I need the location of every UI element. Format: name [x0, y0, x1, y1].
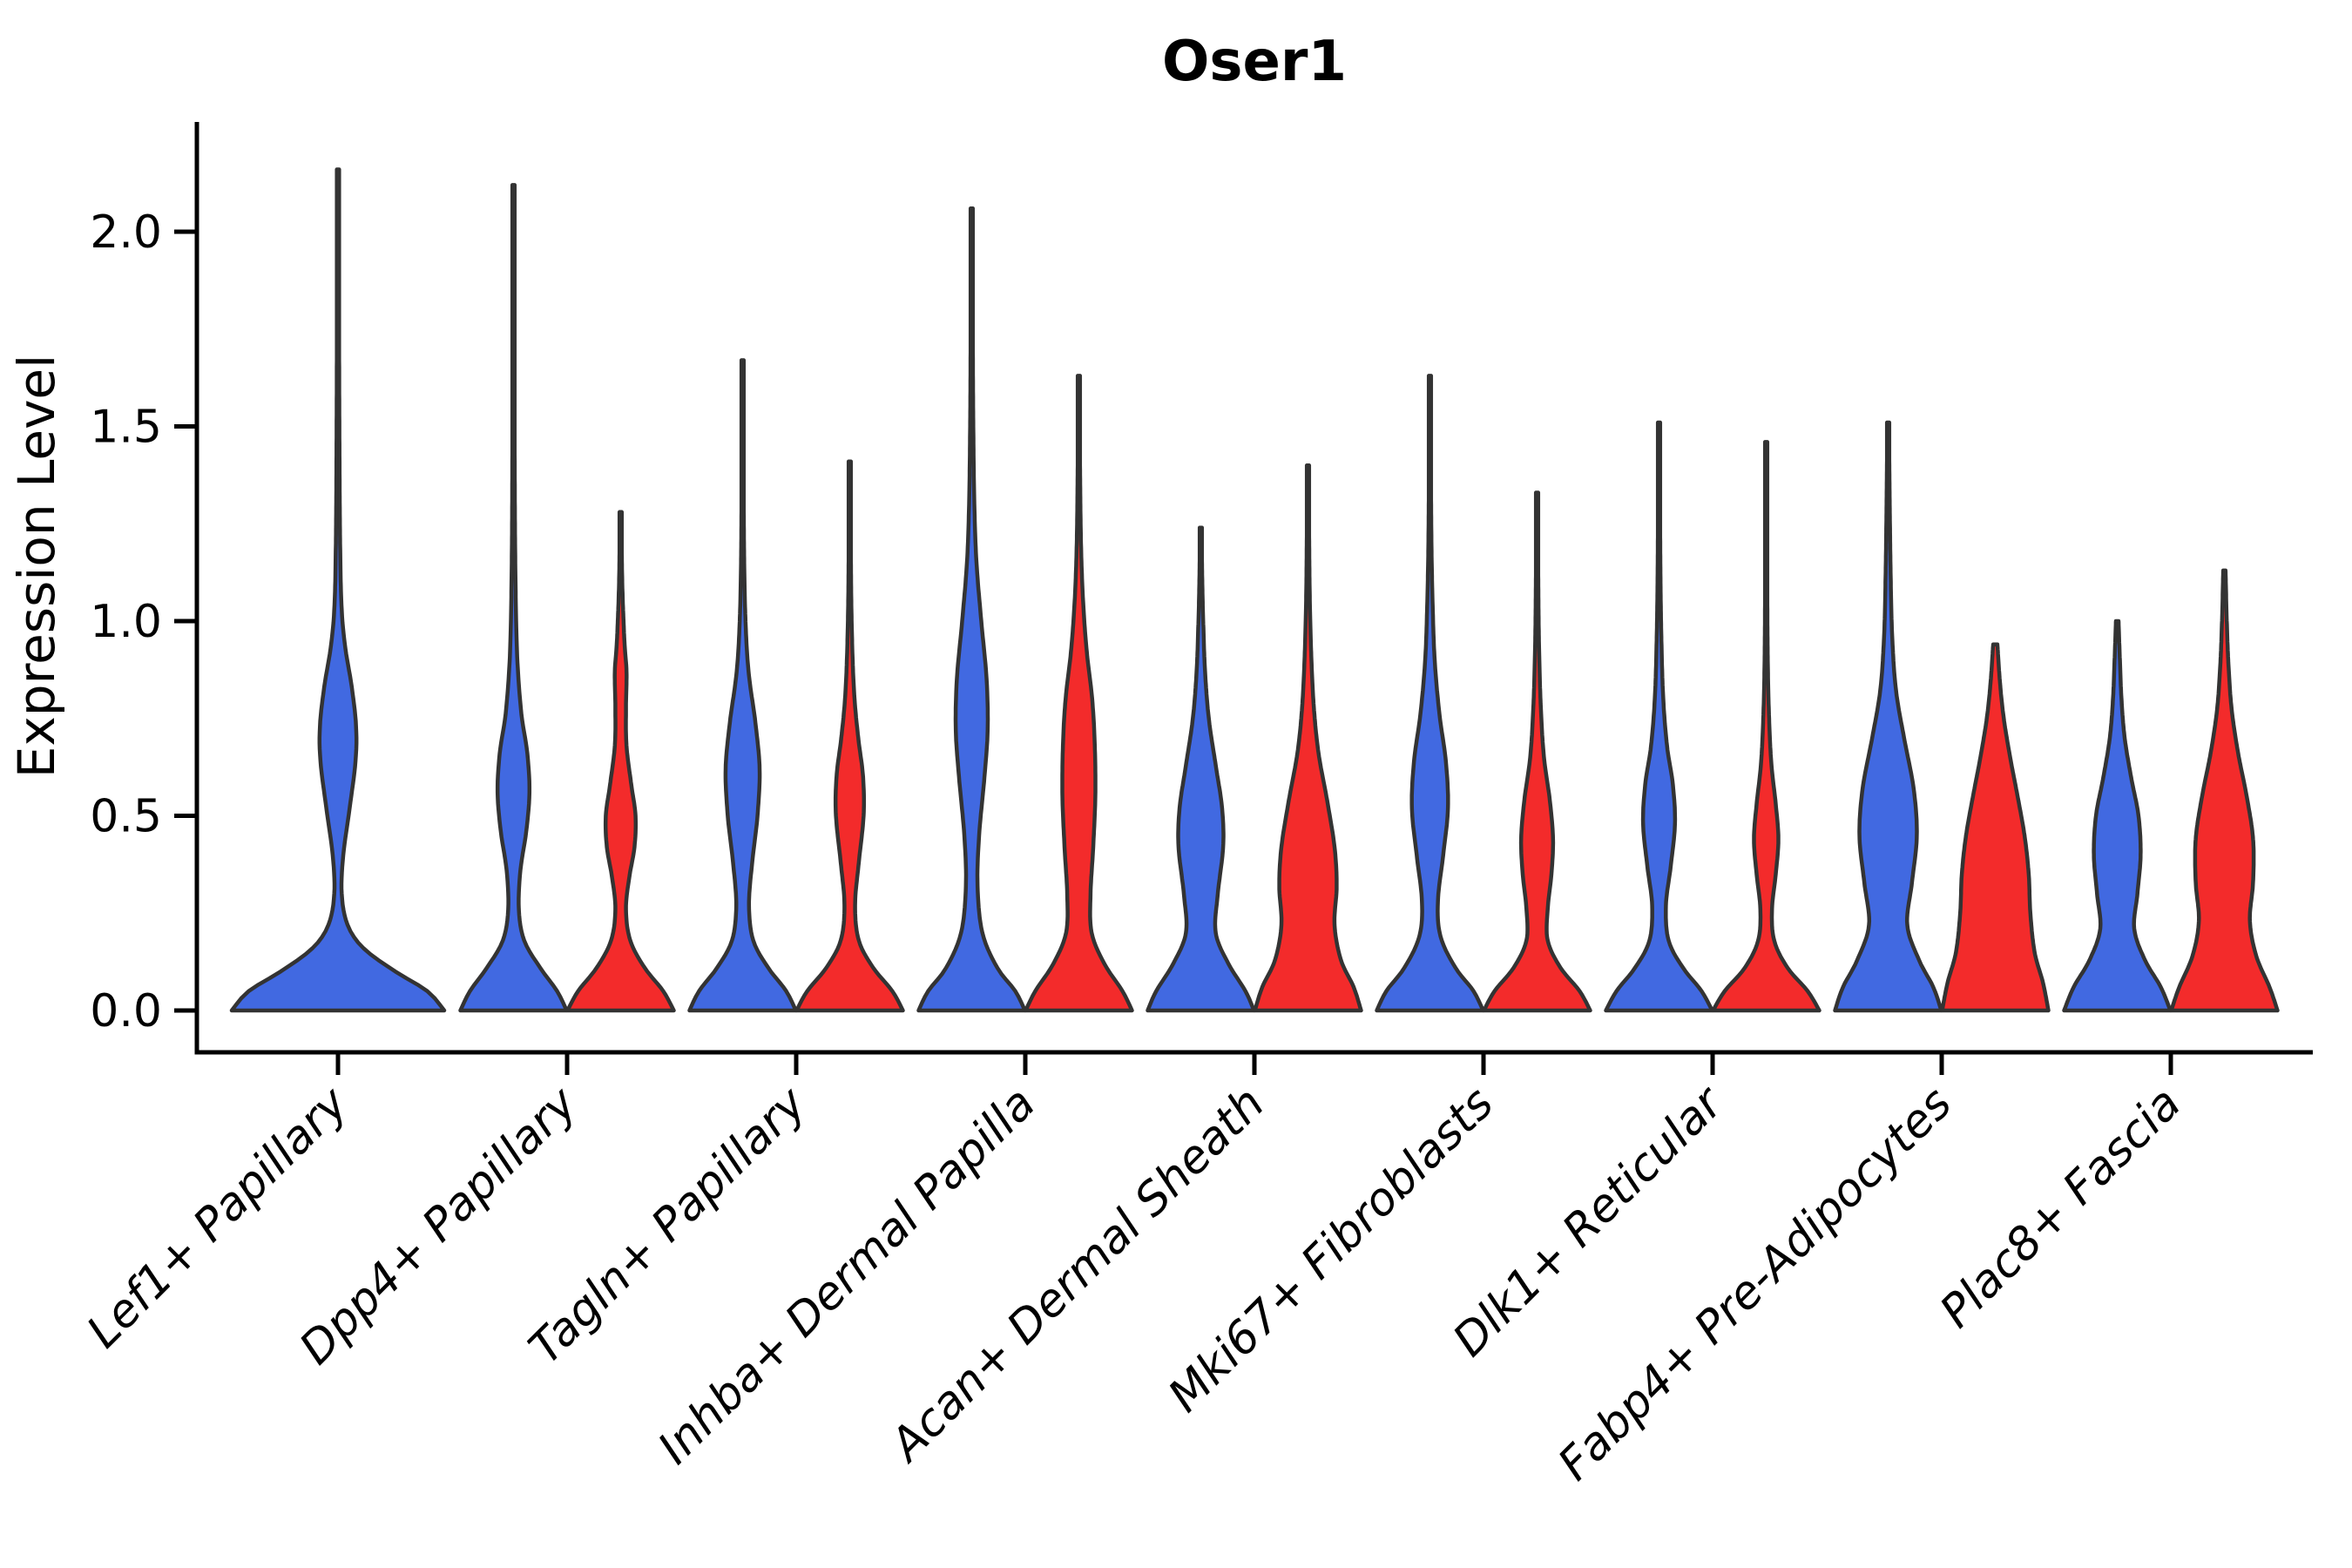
violin-inhba-dermal-papilla-blue	[916, 206, 1027, 1013]
chart-title: Oser1	[1162, 30, 1347, 94]
y-tick-label-4: 2.0	[90, 206, 162, 259]
x-tick-label-3: Inhba+ Dermal Papilla	[648, 1078, 1045, 1475]
violin-lef1-papillary-blue	[229, 167, 447, 1013]
violin-plac8-fascia-blue	[2062, 618, 2173, 1013]
y-tick-label-3: 1.5	[90, 402, 162, 454]
violins-layer	[229, 167, 2280, 1013]
y-tick-label-0: 0.0	[90, 985, 162, 1037]
violin-dpp4-papillary-blue	[458, 183, 569, 1013]
violin-inhba-dermal-papilla-red	[1024, 374, 1134, 1013]
x-tick-label-4: Acan+ Dermal Sheath	[879, 1078, 1274, 1473]
y-tick-label-1: 0.5	[90, 791, 162, 843]
violin-fabp4-pre-adipocytes-blue	[1833, 420, 1943, 1013]
violin-plac8-fascia-red	[2169, 568, 2280, 1013]
x-tick-label-8: Plac8+ Fascia	[1930, 1078, 2191, 1338]
violin-acan-dermal-sheath-red	[1253, 463, 1363, 1013]
violin-dlk1-reticular-red	[1711, 440, 1821, 1013]
violin-tagln-papillary-blue	[687, 358, 798, 1013]
violin-tagln-papillary-red	[794, 459, 905, 1013]
y-tick-label-2: 1.0	[90, 596, 162, 648]
violin-mki67-fibroblasts-red	[1482, 490, 1592, 1013]
violin-mki67-fibroblasts-blue	[1375, 374, 1485, 1013]
violin-fabp4-pre-adipocytes-red	[1940, 642, 2051, 1013]
x-tick-label-7: Fabp4+ Pre-Adipocytes	[1549, 1078, 1963, 1491]
violin-dpp4-papillary-red	[565, 510, 676, 1013]
y-axis-label: Expression Level	[7, 355, 66, 778]
violin-dlk1-reticular-blue	[1604, 420, 1714, 1013]
violin-acan-dermal-sheath-blue	[1146, 525, 1256, 1013]
